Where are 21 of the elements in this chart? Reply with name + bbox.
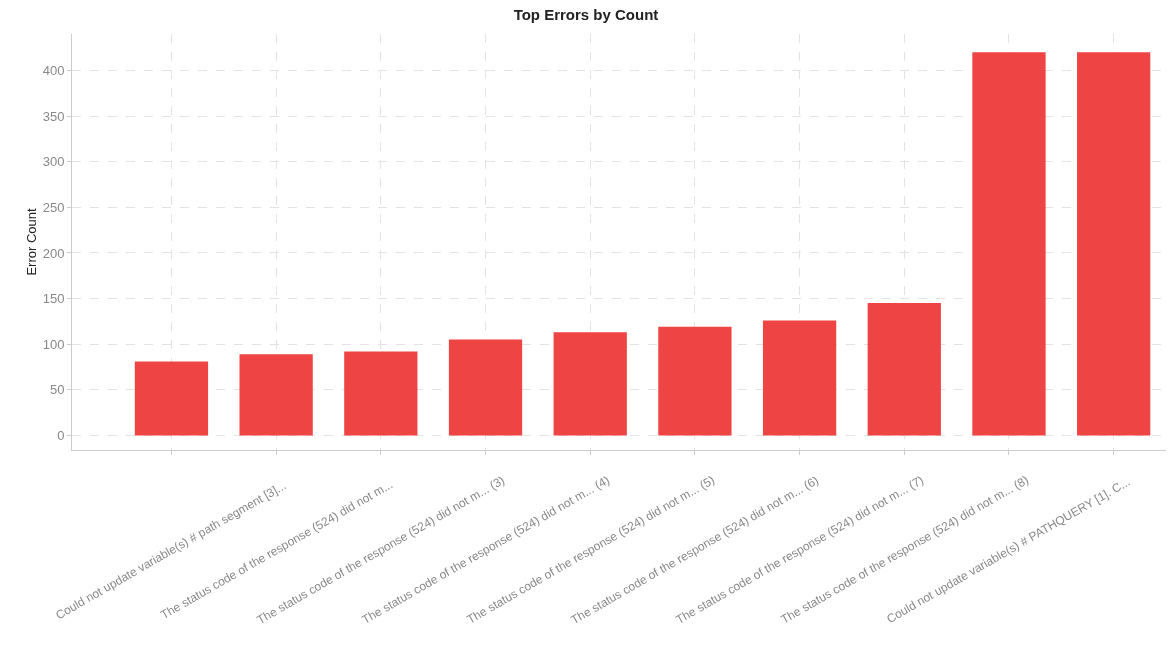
bar — [553, 332, 627, 436]
chart-title: Top Errors by Count — [513, 6, 659, 24]
y-tick-label: 0 — [57, 427, 65, 443]
y-tick-label: 400 — [42, 63, 65, 79]
y-tick-label: 100 — [42, 336, 65, 352]
bar — [1077, 52, 1151, 436]
bar — [658, 326, 732, 436]
bar — [972, 52, 1046, 436]
y-tick-label: 250 — [42, 199, 65, 215]
y-tick-label: 300 — [42, 154, 65, 170]
bar — [134, 361, 209, 436]
bar — [344, 351, 418, 436]
bar — [867, 303, 941, 436]
y-tick-label: 50 — [49, 382, 65, 398]
y-tick-label: 350 — [42, 108, 65, 124]
y-tick-label: 150 — [42, 291, 65, 307]
bar — [762, 320, 837, 436]
y-tick-label: 200 — [42, 245, 65, 261]
bar — [448, 339, 523, 436]
y-axis-title: Error Count — [24, 208, 39, 276]
bar — [239, 354, 313, 436]
